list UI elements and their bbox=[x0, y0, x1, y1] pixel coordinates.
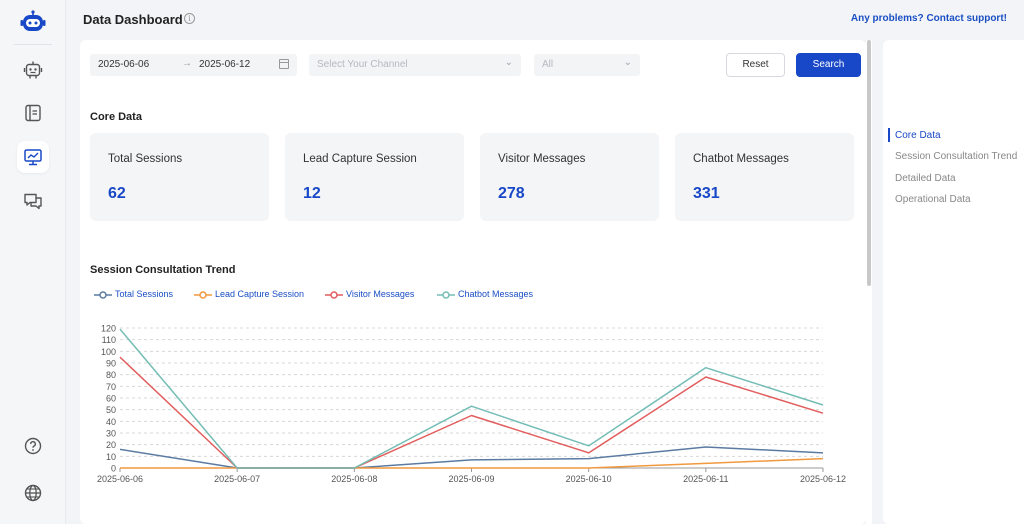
scope-select[interactable]: All ⌄ bbox=[534, 54, 640, 76]
contact-support-link[interactable]: Any problems? Contact support! bbox=[850, 13, 1007, 24]
y-tick-label: 100 bbox=[101, 347, 116, 357]
stat-label: Visitor Messages bbox=[498, 153, 586, 165]
anchor-item-operational-data[interactable]: Operational Data bbox=[895, 194, 971, 205]
x-tick-label: 2025-06-09 bbox=[448, 474, 494, 484]
sidebar-item-chats[interactable] bbox=[17, 185, 49, 217]
x-tick-label: 2025-06-08 bbox=[331, 474, 377, 484]
stat-value: 12 bbox=[303, 185, 321, 202]
help-icon bbox=[24, 437, 42, 455]
stat-card-total-sessions: Total Sessions 62 bbox=[90, 133, 269, 221]
legend-label: Visitor Messages bbox=[346, 289, 415, 299]
stat-card-chatbot-messages: Chatbot Messages 331 bbox=[675, 133, 854, 221]
core-data-title: Core Data bbox=[90, 111, 142, 123]
search-button[interactable]: Search bbox=[796, 53, 861, 77]
anchor-item-session-trend[interactable]: Session Consultation Trend bbox=[895, 151, 1018, 162]
reset-button[interactable]: Reset bbox=[726, 53, 785, 77]
series-line-2 bbox=[119, 356, 824, 469]
sidebar-item-bots[interactable] bbox=[17, 54, 49, 86]
chat-icon bbox=[24, 193, 42, 210]
stat-value: 331 bbox=[693, 185, 720, 202]
stat-value: 278 bbox=[498, 185, 525, 202]
stat-card-visitor-messages: Visitor Messages 278 bbox=[480, 133, 659, 221]
knowledge-base-icon bbox=[25, 104, 41, 122]
end-date[interactable]: 2025-06-12 bbox=[199, 59, 251, 70]
scrollbar-thumb[interactable] bbox=[867, 40, 871, 286]
sidebar-divider bbox=[14, 44, 52, 45]
stat-value: 62 bbox=[108, 185, 126, 202]
legend-label: Lead Capture Session bbox=[215, 289, 305, 299]
x-tick-label: 2025-06-11 bbox=[683, 474, 728, 484]
scope-select-value: All bbox=[542, 59, 554, 70]
anchor-item-detailed-data[interactable]: Detailed Data bbox=[895, 173, 956, 184]
x-tick-label: 2025-06-07 bbox=[214, 474, 260, 484]
y-tick-label: 40 bbox=[106, 417, 116, 427]
dashboard-panel: 2025-06-06 → 2025-06-12 Select Your Chan… bbox=[80, 40, 866, 524]
calendar-icon[interactable] bbox=[279, 59, 289, 69]
y-tick-label: 110 bbox=[102, 335, 116, 345]
y-tick-label: 20 bbox=[106, 440, 116, 450]
chevron-down-icon: ⌄ bbox=[623, 57, 632, 68]
y-tick-label: 50 bbox=[106, 405, 116, 415]
anchor-nav: Core Data Session Consultation Trend Det… bbox=[883, 40, 1024, 524]
stat-label: Total Sessions bbox=[108, 153, 183, 165]
start-date[interactable]: 2025-06-06 bbox=[98, 59, 150, 70]
y-tick-label: 80 bbox=[106, 370, 116, 380]
trend-title: Session Consultation Trend bbox=[90, 264, 236, 276]
sidebar-item-knowledge[interactable] bbox=[17, 97, 49, 129]
channel-select[interactable]: Select Your Channel ⌄ bbox=[309, 54, 521, 76]
anchor-active-indicator bbox=[888, 128, 890, 142]
y-tick-label: 60 bbox=[106, 394, 116, 404]
legend-label: Total Sessions bbox=[115, 289, 174, 299]
y-tick-label: 10 bbox=[106, 452, 116, 462]
x-tick-label: 2025-06-06 bbox=[97, 474, 143, 484]
page-header: Data Dashboard i Any problems? Contact s… bbox=[66, 0, 1024, 40]
robot-icon bbox=[23, 61, 43, 79]
main-scrollbar[interactable] bbox=[866, 40, 872, 524]
stat-label: Lead Capture Session bbox=[303, 153, 417, 165]
sidebar-item-help[interactable] bbox=[17, 430, 49, 462]
channel-select-placeholder: Select Your Channel bbox=[317, 59, 408, 70]
y-tick-label: 30 bbox=[106, 429, 116, 439]
stat-label: Chatbot Messages bbox=[693, 153, 789, 165]
y-tick-label: 120 bbox=[101, 324, 116, 334]
arrow-right-icon: → bbox=[182, 58, 192, 69]
dashboard-icon bbox=[24, 149, 42, 166]
info-icon[interactable]: i bbox=[184, 13, 195, 24]
date-range-picker[interactable]: 2025-06-06 → 2025-06-12 bbox=[90, 54, 297, 76]
y-tick-label: 70 bbox=[106, 382, 116, 392]
chevron-down-icon: ⌄ bbox=[504, 57, 513, 68]
y-tick-label: 0 bbox=[111, 464, 116, 474]
anchor-item-core-data[interactable]: Core Data bbox=[895, 130, 941, 141]
globe-icon bbox=[24, 484, 42, 502]
y-tick-label: 90 bbox=[106, 359, 116, 369]
page-title: Data Dashboard bbox=[83, 12, 183, 27]
sidebar bbox=[0, 0, 66, 524]
x-tick-label: 2025-06-12 bbox=[800, 474, 846, 484]
sidebar-item-language[interactable] bbox=[17, 477, 49, 509]
robot-logo-icon[interactable] bbox=[20, 10, 46, 34]
legend-label: Chatbot Messages bbox=[458, 289, 534, 299]
stat-card-lead-capture: Lead Capture Session 12 bbox=[285, 133, 464, 221]
sidebar-item-dashboard[interactable] bbox=[17, 141, 49, 173]
x-tick-label: 2025-06-10 bbox=[566, 474, 612, 484]
